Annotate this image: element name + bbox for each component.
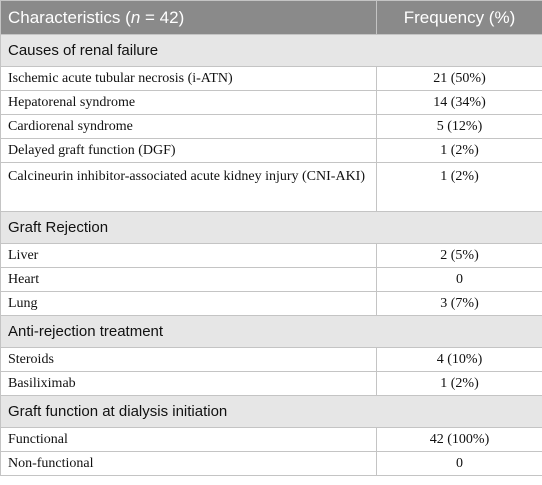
table-row: Heart 0	[0, 267, 542, 292]
row-label: Non-functional	[0, 451, 377, 476]
section-title: Causes of renal failure	[0, 34, 542, 67]
row-value: 1 (2%)	[376, 138, 542, 163]
table-row: Ischemic acute tubular necrosis (i-ATN) …	[0, 66, 542, 91]
row-label: Steroids	[0, 347, 377, 372]
row-value: 5 (12%)	[376, 114, 542, 139]
section-title: Graft Rejection	[0, 211, 542, 244]
table-row: Hepatorenal syndrome 14 (34%)	[0, 90, 542, 115]
row-label: Functional	[0, 427, 377, 452]
section-header-row: Graft function at dialysis initiation	[0, 395, 542, 428]
row-value: 0	[376, 267, 542, 292]
row-label: Heart	[0, 267, 377, 292]
row-label: Liver	[0, 243, 377, 268]
table-header-row: Characteristics (n = 42) Frequency (%)	[0, 0, 542, 35]
section-title: Graft function at dialysis initiation	[0, 395, 542, 428]
row-label: Calcineurin inhibitor-associated acute k…	[0, 162, 377, 212]
table-row: Calcineurin inhibitor-associated acute k…	[0, 162, 542, 212]
table-row: Delayed graft function (DGF) 1 (2%)	[0, 138, 542, 163]
row-label: Lung	[0, 291, 377, 316]
section-header-row: Anti-rejection treatment	[0, 315, 542, 348]
header-characteristics: Characteristics (n = 42)	[0, 0, 377, 35]
header-prefix: Characteristics (	[8, 7, 131, 27]
header-n: n	[130, 7, 141, 27]
row-value: 3 (7%)	[376, 291, 542, 316]
header-suffix: = 42)	[140, 7, 185, 27]
table-row: Cardiorenal syndrome 5 (12%)	[0, 114, 542, 139]
row-value: 14 (34%)	[376, 90, 542, 115]
table-row: Basiliximab 1 (2%)	[0, 371, 542, 396]
row-label: Cardiorenal syndrome	[0, 114, 377, 139]
row-label: Ischemic acute tubular necrosis (i-ATN)	[0, 66, 377, 91]
table-row: Lung 3 (7%)	[0, 291, 542, 316]
section-header-row: Graft Rejection	[0, 211, 542, 244]
section-header-row: Causes of renal failure	[0, 34, 542, 67]
header-frequency: Frequency (%)	[376, 0, 542, 35]
row-value: 42 (100%)	[376, 427, 542, 452]
row-value: 4 (10%)	[376, 347, 542, 372]
row-label: Delayed graft function (DGF)	[0, 138, 377, 163]
section-title: Anti-rejection treatment	[0, 315, 542, 348]
row-value: 1 (2%)	[376, 371, 542, 396]
table-row: Liver 2 (5%)	[0, 243, 542, 268]
table-row: Functional 42 (100%)	[0, 427, 542, 452]
row-value: 2 (5%)	[376, 243, 542, 268]
row-value: 21 (50%)	[376, 66, 542, 91]
row-label: Hepatorenal syndrome	[0, 90, 377, 115]
table-row: Steroids 4 (10%)	[0, 347, 542, 372]
table-row: Non-functional 0	[0, 451, 542, 476]
row-value: 0	[376, 451, 542, 476]
row-label: Basiliximab	[0, 371, 377, 396]
row-value: 1 (2%)	[376, 162, 542, 212]
